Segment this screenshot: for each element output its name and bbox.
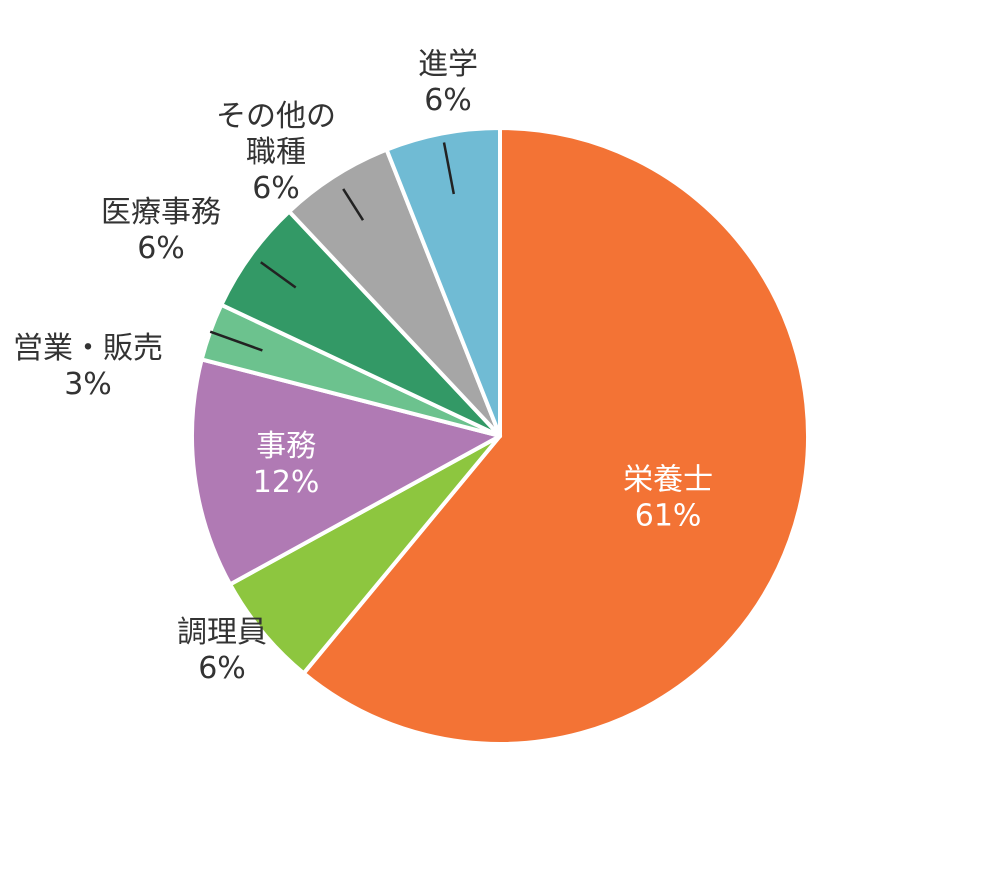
slice-name: 営業・販売 xyxy=(13,331,163,366)
pie-slice-3 xyxy=(190,357,502,587)
slice-name: 医療事務 xyxy=(101,195,221,230)
slice-percent: 3% xyxy=(64,367,112,402)
slice-percent: 12% xyxy=(253,465,320,500)
slice-labels: 栄養士 61%調理員 6%事務 12%営業・販売 3%医療事務 6%その他の職種 6%進学 6… xyxy=(13,47,713,686)
slice-label-5: 医療事務 6% xyxy=(101,195,221,266)
slice-name: 進学 xyxy=(418,47,478,82)
slice-name: 調理員 xyxy=(177,615,267,650)
slice-label-4: 営業・販売 3% xyxy=(13,331,163,402)
slice-label-1: 栄養士 61% xyxy=(623,463,713,534)
leader-line-4 xyxy=(209,330,263,352)
leader-lines xyxy=(209,142,456,352)
slice-percent: 6% xyxy=(252,171,300,206)
slice-percent: 6% xyxy=(137,231,185,266)
slice-name: 職種 xyxy=(246,135,306,170)
leader-line-6 xyxy=(342,188,365,221)
slice-label-7: 進学 6% xyxy=(418,47,478,118)
slice-label-6: その他の職種 6% xyxy=(216,99,336,206)
slice-label-3: 事務 12% xyxy=(253,429,320,500)
leader-line-7 xyxy=(442,142,456,195)
slice-percent: 6% xyxy=(424,83,472,118)
slice-name: 事務 xyxy=(256,429,316,464)
pie-slice-1 xyxy=(301,126,810,746)
pie-slices xyxy=(190,126,810,746)
slice-percent: 6% xyxy=(198,651,246,686)
slice-name: 栄養士 xyxy=(623,463,713,498)
slice-percent: 61% xyxy=(635,499,702,534)
slice-name: その他の xyxy=(216,99,336,134)
leader-line-5 xyxy=(260,261,297,289)
slice-label-2: 調理員 6% xyxy=(177,615,267,686)
pie-slice-7 xyxy=(384,126,502,438)
